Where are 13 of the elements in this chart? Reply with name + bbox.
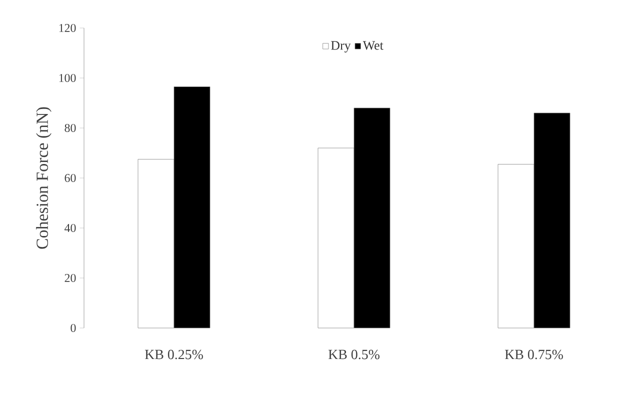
x-tick-label: KB 0.5% — [328, 350, 380, 360]
legend-label: Wet — [362, 41, 384, 50]
y-axis-title: Cohesion Force (nN) — [36, 107, 52, 249]
x-tick-label: KB 0.25% — [144, 350, 203, 360]
y-tick-label: 100 — [59, 74, 76, 82]
x-tick-label: KB 0.75% — [504, 350, 563, 360]
y-tick-label: 0 — [70, 324, 76, 332]
y-tick-label: 60 — [64, 174, 76, 182]
y-tick-label: 120 — [59, 24, 76, 32]
legend-label: Dry — [331, 41, 351, 52]
y-tick-label: 20 — [64, 274, 76, 282]
y-tick-label: 80 — [64, 124, 76, 132]
y-tick-label: 40 — [64, 224, 76, 232]
